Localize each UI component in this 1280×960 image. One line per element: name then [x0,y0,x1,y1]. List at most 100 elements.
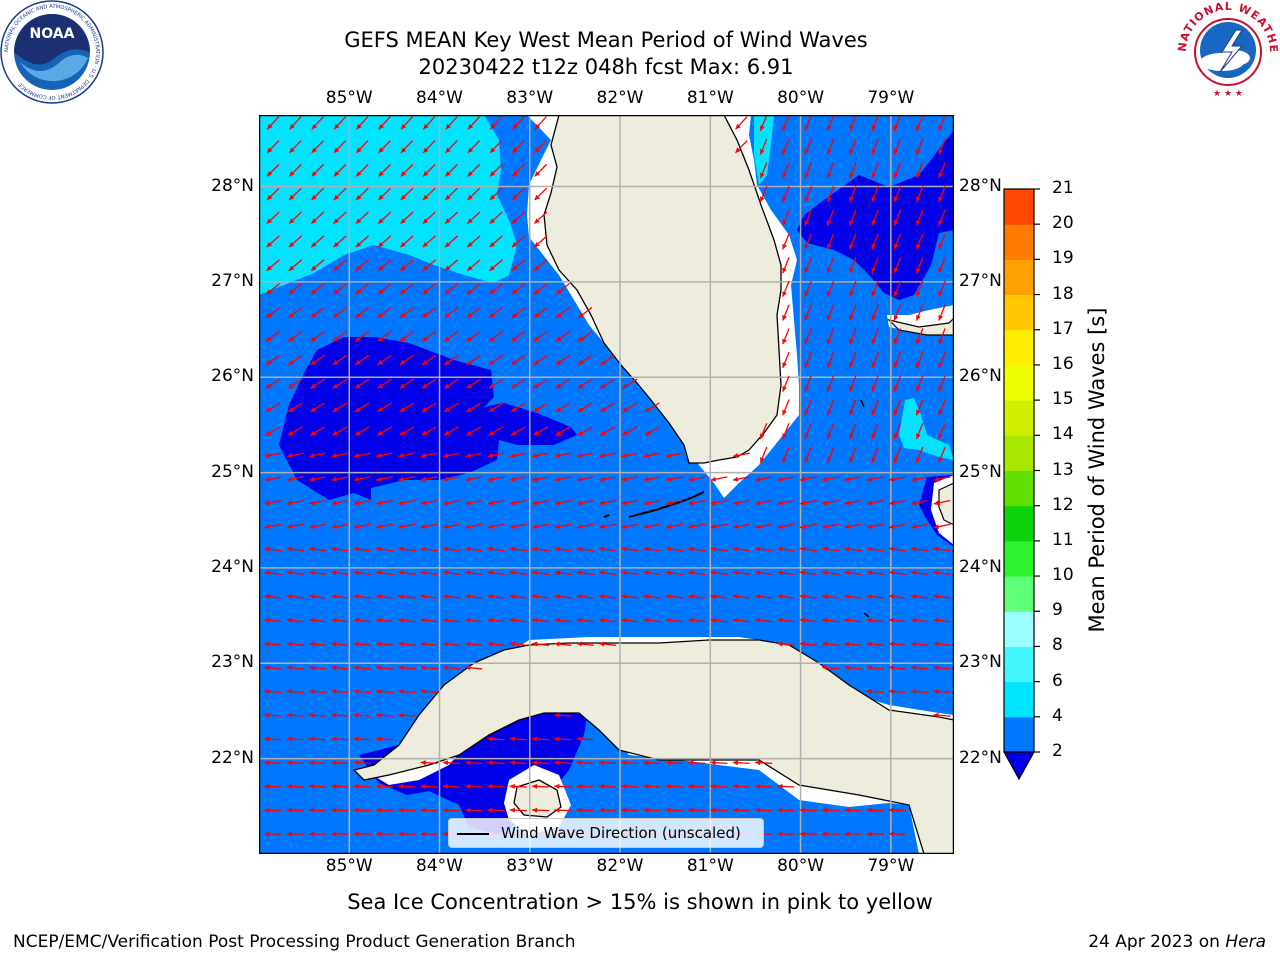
wave-direction-arrow [710,523,728,530]
wave-direction-arrow [398,499,416,506]
wave-direction-arrow [465,807,483,813]
colorbar-tick-label: 10 [1052,565,1074,586]
wave-direction-arrow [355,211,369,225]
wave-direction-arrow [755,476,773,482]
wave-direction-arrow [465,783,483,789]
wave-direction-arrow [442,665,460,671]
wave-direction-arrow [421,426,437,436]
wave-direction-arrow [804,446,812,463]
wave-direction-arrow [442,452,460,458]
wave-direction-arrow [888,499,906,506]
wave-direction-arrow [422,187,436,201]
wave-direction-arrow [849,233,857,250]
wave-direction-arrow [888,570,906,576]
wave-direction-arrow [487,760,505,766]
wave-direction-arrow [310,330,325,342]
lon-label-top: 84°W [416,88,463,108]
wave-direction-arrow [799,617,817,623]
wave-direction-arrow [576,736,594,742]
wave-direction-arrow [621,523,639,530]
wave-direction-arrow [353,641,371,647]
wave-direction-arrow [442,641,460,647]
wave-direction-arrow [264,499,282,506]
wave-direction-arrow [710,760,728,766]
wave-direction-arrow [799,476,817,482]
wave-direction-arrow [554,594,572,600]
wave-direction-arrow [933,641,951,647]
wave-direction-arrow [287,426,303,436]
sea-ice-note: Sea Ice Concentration > 15% is shown in … [347,890,933,914]
wave-direction-arrow [264,476,282,482]
wave-direction-arrow [375,570,394,576]
wave-direction-arrow [398,689,416,694]
wave-direction-arrow [598,570,617,576]
wave-direction-arrow [375,594,394,600]
wave-direction-arrow [420,594,438,600]
wave-direction-arrow [266,116,280,130]
wave-direction-arrow [643,476,661,482]
wave-direction-arrow [822,499,839,506]
colorbar-tick-label: 19 [1052,248,1074,269]
wave-direction-arrow [533,330,548,342]
wave-direction-arrow [442,783,460,789]
wave-direction-arrow [888,831,906,837]
wave-direction-arrow [532,452,550,458]
wave-direction-arrow [759,138,768,155]
wave-direction-arrow [621,783,639,789]
wave-direction-arrow [264,831,282,837]
wave-direction-arrow [644,426,660,436]
wave-direction-arrow [509,783,527,789]
wave-direction-arrow [938,185,946,203]
wave-direction-arrow [844,546,862,552]
wave-direction-arrow [804,257,812,274]
wave-direction-arrow [264,783,282,789]
wave-direction-arrow [465,452,483,458]
wave-direction-arrow [782,115,790,132]
wave-direction-arrow [353,476,371,482]
wave-direction-arrow [866,689,884,694]
wave-direction-arrow [799,546,817,552]
wave-direction-arrow [888,665,906,671]
wave-direction-arrow [488,354,504,366]
wave-direction-arrow [288,330,303,342]
wave-direction-arrow [710,570,728,576]
wave-direction-arrow [309,807,327,813]
wave-direction-arrow [509,641,527,647]
wave-direction-arrow [799,807,817,813]
lon-label-bottom: 85°W [325,856,373,876]
wave-direction-arrow [871,422,879,440]
wave-direction-arrow [465,760,483,766]
chart-subtitle: 20230422 t12z 048h fcst Max: 6.91 [418,55,794,79]
wave-direction-arrow [844,570,862,576]
wave-direction-arrow [377,211,392,225]
wave-direction-arrow [400,235,414,248]
wave-direction-arrow [532,760,550,766]
wave-direction-arrow [532,426,549,436]
wave-direction-arrow [286,523,304,530]
wave-direction-arrow [378,140,391,154]
wave-direction-arrow [400,116,414,130]
wave-direction-arrow [398,617,416,623]
wave-direction-arrow [444,163,458,177]
wave-direction-arrow [309,712,327,718]
wave-direction-arrow [938,446,946,463]
wave-direction-arrow [554,760,572,766]
wave-direction-arrow [489,235,503,248]
wave-direction-arrow [732,499,750,506]
colorbar-tick-label: 4 [1052,705,1063,726]
wave-direction-arrow [871,115,879,132]
wave-direction-arrow [444,211,459,225]
wave-direction-arrow [286,665,304,671]
wave-direction-arrow [331,570,349,576]
wave-direction-arrow [576,523,594,530]
wave-direction-arrow [309,831,327,837]
wave-direction-arrow [782,257,790,274]
wave-direction-arrow [782,233,790,250]
wave-direction-arrow [399,354,415,366]
wave-direction-arrow [577,426,593,436]
wave-direction-arrow [331,807,349,813]
wave-direction-arrow [643,452,661,458]
colorbar-segment [1004,540,1034,577]
wave-direction-arrow [888,641,906,647]
wave-direction-arrow [443,426,460,436]
